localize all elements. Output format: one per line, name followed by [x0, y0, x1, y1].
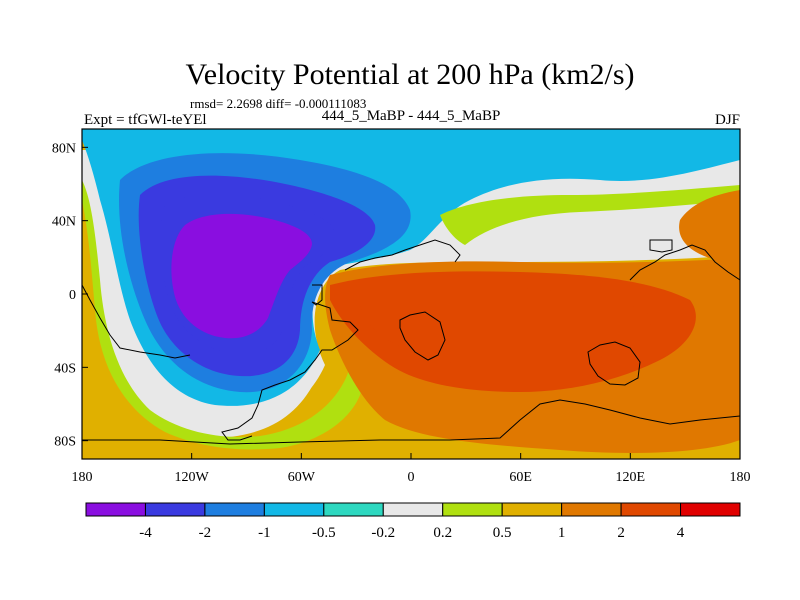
colorbar-swatch — [204, 502, 265, 517]
contour-fill-asia-band — [440, 185, 740, 245]
coastlines — [82, 239, 740, 445]
y-tick-label: 80S — [54, 435, 76, 450]
colorbar-swatch — [442, 502, 503, 517]
y-tick-label: 0 — [69, 288, 76, 303]
contour-field — [82, 129, 740, 459]
colorbar-label: 1 — [558, 525, 566, 541]
x-tick-label: 120W — [175, 470, 210, 485]
colorbar-label: 0.2 — [433, 525, 452, 541]
colorbar-label: -2 — [199, 525, 212, 541]
contour-fill-east-cell-core — [359, 285, 651, 370]
colorbar-label: 0.5 — [493, 525, 512, 541]
chart-title: Velocity Potential at 200 hPa (km2/s) — [185, 58, 634, 91]
y-tick-label: 40N — [52, 215, 76, 230]
colorbar-swatch — [263, 502, 325, 517]
x-tick-label: 180 — [72, 470, 93, 485]
x-tick-label: 0 — [408, 470, 415, 485]
colorbar-label: 2 — [617, 525, 625, 541]
x-ticks: 180 120W 60W 0 60E 120E 180 — [72, 453, 751, 485]
coast-antarctica — [82, 399, 740, 445]
colorbar: -4 -2 -1 -0.5 -0.2 0.2 0.5 1 2 4 — [85, 502, 741, 541]
x-tick-label: 120E — [616, 470, 646, 485]
plot-frame — [81, 128, 741, 460]
coast-asia — [629, 244, 740, 281]
colorbar-swatch — [680, 502, 741, 517]
colorbar-label: -4 — [139, 525, 152, 541]
colorbar-label: 4 — [677, 525, 685, 541]
stats-string: rmsd= 2.2698 diff= -0.000111083 — [190, 96, 366, 111]
coast-north-america — [344, 239, 461, 271]
contour-fill-cell-minus4 — [171, 213, 312, 339]
colorbar-swatch — [85, 502, 146, 517]
x-tick-label: 180 — [730, 470, 751, 485]
colorbar-label: -0.2 — [371, 525, 395, 541]
x-tick-label: 60E — [509, 470, 532, 485]
colorbar-swatch — [561, 502, 622, 517]
colorbar-swatch — [323, 502, 384, 517]
coast-australia — [587, 341, 641, 386]
colorbar-label: -1 — [258, 525, 271, 541]
y-tick-label: 40S — [54, 361, 76, 376]
coast-pacific-islands — [649, 239, 673, 253]
y-tick-label: 80N — [52, 141, 76, 156]
coast-east-pacific — [82, 284, 191, 359]
colorbar-swatch — [382, 502, 444, 517]
colorbar-swatch — [144, 502, 206, 517]
center-string: 444_5_MaBP - 444_5_MaBP — [322, 108, 501, 124]
x-tick-label: 60W — [288, 470, 316, 485]
coast-africa — [399, 311, 446, 361]
left-string: Expt = tfGWl-teYEl — [84, 112, 207, 128]
colorbar-label: -0.5 — [312, 525, 336, 541]
right-string: DJF — [715, 112, 740, 128]
colorbar-swatch — [501, 502, 563, 517]
colorbar-swatch — [620, 502, 682, 517]
contour-fill-north-light — [475, 165, 740, 261]
y-ticks: 80N 40N 0 40S 80S — [52, 141, 88, 450]
coast-americas — [221, 284, 359, 441]
